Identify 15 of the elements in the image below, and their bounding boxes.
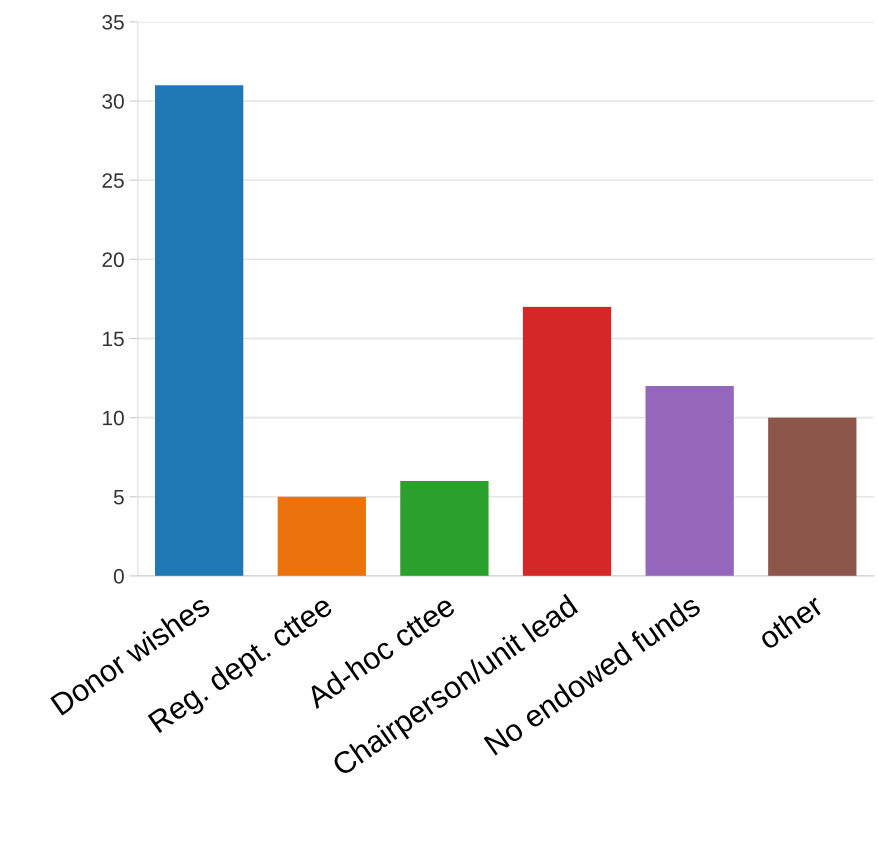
y-tick-label: 25 <box>102 173 124 188</box>
x-tick-label: other <box>756 592 825 650</box>
y-tick-label: 0 <box>114 568 124 584</box>
bar <box>768 418 856 576</box>
bar <box>155 85 244 576</box>
bar <box>646 386 734 576</box>
y-tick-label: 10 <box>103 410 124 426</box>
y-tick-label: 35 <box>102 14 124 30</box>
y-tick-label: 20 <box>102 252 124 268</box>
y-tick-label: 15 <box>103 332 124 346</box>
bar <box>400 480 489 576</box>
y-tick-label: 5 <box>114 490 124 505</box>
bar <box>522 306 612 576</box>
bar <box>278 496 366 576</box>
y-tick-label: 30 <box>102 94 124 109</box>
